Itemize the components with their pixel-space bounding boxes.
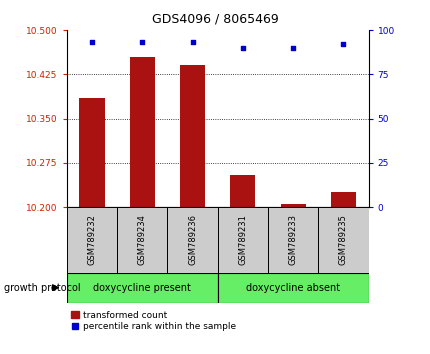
Text: GSM789234: GSM789234 xyxy=(138,215,146,265)
Bar xyxy=(67,273,217,303)
Point xyxy=(339,41,346,47)
Bar xyxy=(280,204,305,207)
Point xyxy=(289,45,296,51)
Text: GSM789232: GSM789232 xyxy=(87,215,96,265)
Bar xyxy=(317,207,368,273)
Text: doxycycline absent: doxycycline absent xyxy=(246,282,339,293)
Bar xyxy=(67,207,117,273)
Legend: transformed count, percentile rank within the sample: transformed count, percentile rank withi… xyxy=(71,311,236,331)
Text: GSM789233: GSM789233 xyxy=(288,214,297,266)
Text: GDS4096 / 8065469: GDS4096 / 8065469 xyxy=(152,12,278,25)
Text: GSM789236: GSM789236 xyxy=(187,214,197,266)
Text: GSM789231: GSM789231 xyxy=(238,215,247,265)
Point xyxy=(138,40,145,45)
Bar xyxy=(217,273,368,303)
Bar xyxy=(217,207,267,273)
Text: GSM789235: GSM789235 xyxy=(338,215,347,265)
Bar xyxy=(167,207,217,273)
Bar xyxy=(79,98,104,207)
Point xyxy=(189,40,196,45)
Text: doxycycline present: doxycycline present xyxy=(93,282,191,293)
Bar xyxy=(129,57,154,207)
Text: growth protocol: growth protocol xyxy=(4,282,81,293)
Bar xyxy=(267,207,317,273)
Point xyxy=(88,40,95,45)
Bar xyxy=(230,175,255,207)
Bar xyxy=(180,65,205,207)
Point xyxy=(239,45,246,51)
Bar xyxy=(117,207,167,273)
Bar xyxy=(330,192,355,207)
